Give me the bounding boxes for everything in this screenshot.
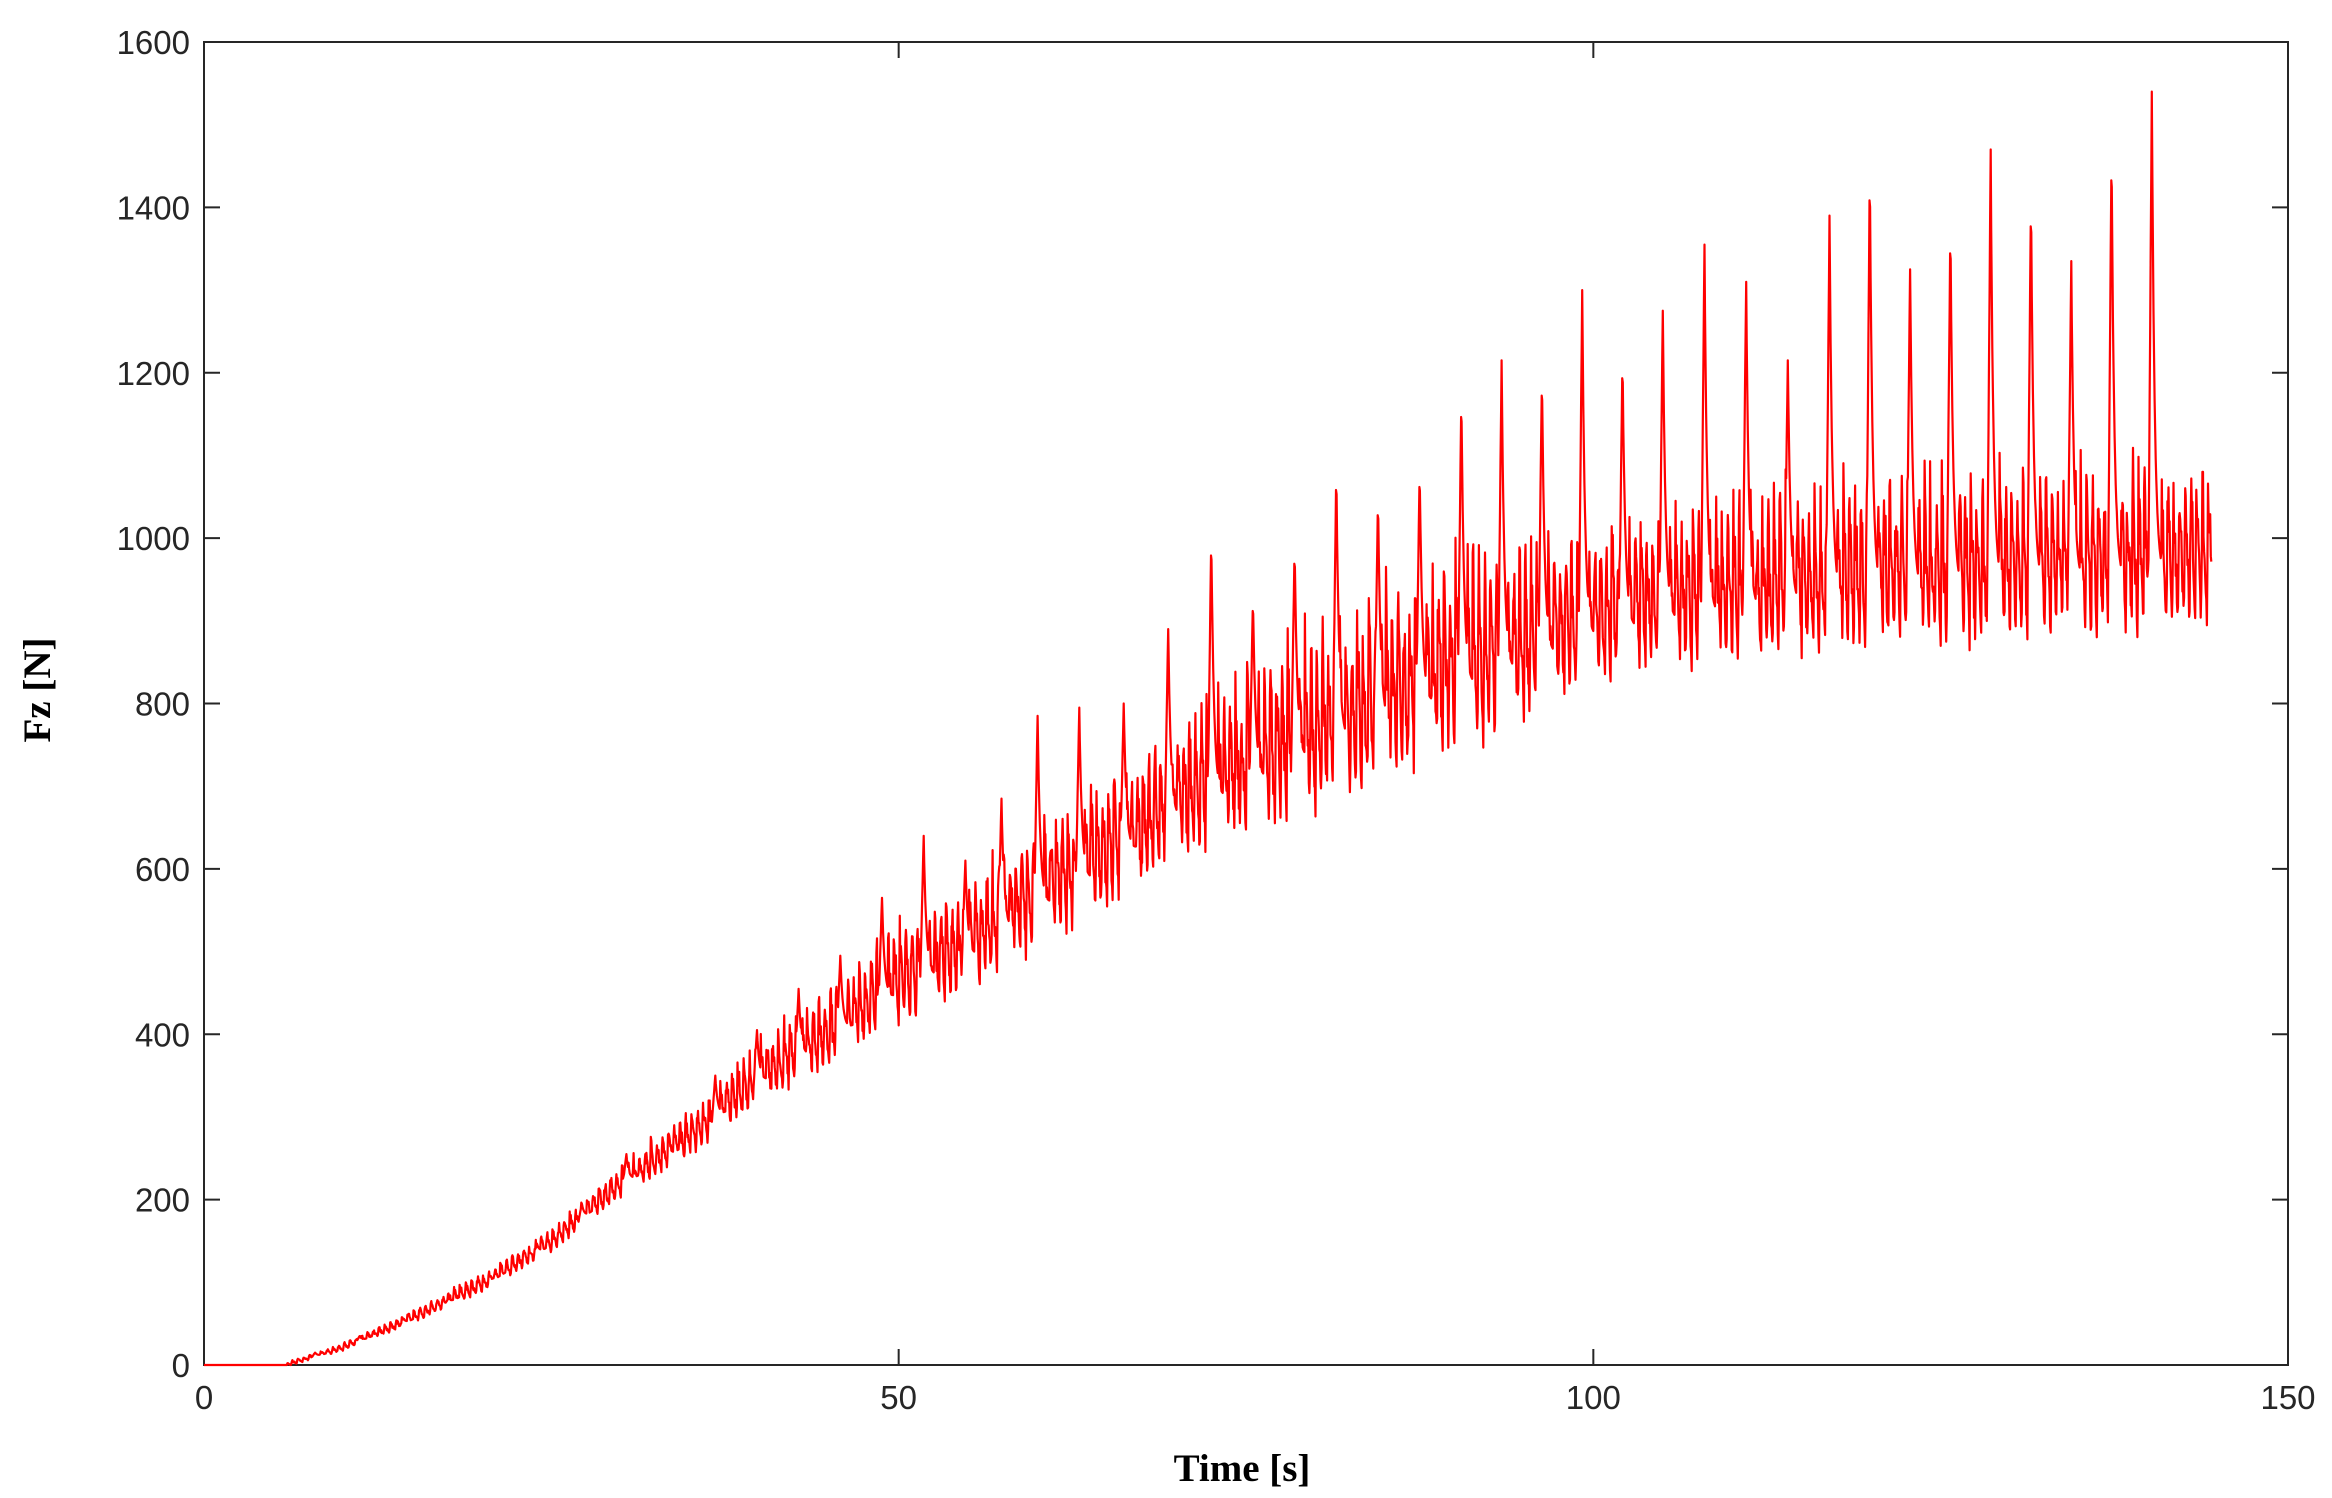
y-tick-label: 800 — [135, 686, 190, 723]
x-tick-label: 50 — [880, 1379, 917, 1416]
y-tick-label: 1200 — [117, 355, 190, 392]
y-tick-label: 1000 — [117, 520, 190, 557]
y-tick-label: 1400 — [117, 189, 190, 226]
x-tick-label: 0 — [195, 1379, 213, 1416]
y-axis-ticks: 0 200 400 600 800 1000 1200 1400 1600 — [117, 24, 2288, 1384]
series-layer — [203, 90, 2213, 1367]
y-axis-label: Fz [N] — [16, 637, 59, 742]
y-tick-label: 400 — [135, 1016, 190, 1053]
x-axis-label: Time [s] — [1174, 1447, 1311, 1490]
y-tick-label: 0 — [172, 1347, 190, 1384]
x-tick-label: 150 — [2260, 1379, 2315, 1416]
y-tick-label: 200 — [135, 1182, 190, 1219]
x-tick-label: 100 — [1566, 1379, 1621, 1416]
force-series-line — [203, 90, 2213, 1367]
y-tick-label: 600 — [135, 851, 190, 888]
x-axis-ticks: 0 50 100 150 — [195, 42, 2316, 1416]
y-tick-label: 1600 — [117, 24, 190, 61]
